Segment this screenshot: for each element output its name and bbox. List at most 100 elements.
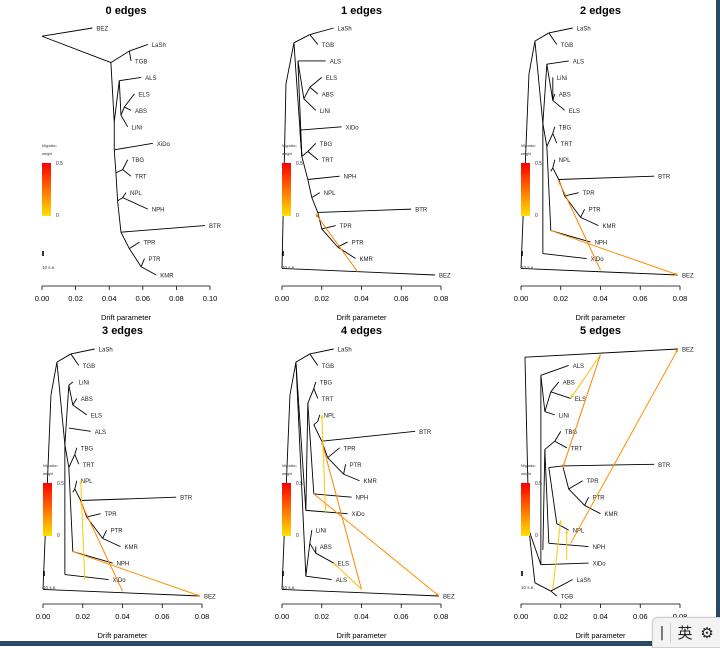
tree-branch: [124, 106, 132, 111]
x-tick-label: 0.08: [673, 612, 688, 621]
x-axis-label: Drift parameter: [336, 313, 387, 322]
x-tick-label: 0.02: [314, 294, 329, 303]
tree-branch: [74, 480, 78, 490]
leaf-label-nph: NPH: [152, 208, 165, 214]
leaf-label-els: ELS: [326, 76, 337, 82]
x-axis-label: Drift parameter: [575, 313, 626, 322]
panel-title: 3 edges: [102, 325, 143, 337]
tree-branch: [113, 80, 120, 122]
tree-branch: [301, 156, 309, 180]
migration-arrowhead: [333, 563, 338, 567]
tree-branch: [317, 414, 321, 422]
tree-branch: [305, 575, 332, 580]
tree-branch: [68, 385, 74, 406]
gear-icon[interactable]: ⚙: [700, 623, 714, 642]
x-tick-label: 0.10: [203, 294, 218, 303]
tree-branch: [285, 42, 295, 85]
tree-branch: [321, 225, 336, 230]
tree-branch: [534, 582, 552, 592]
x-tick-label: 0.00: [514, 294, 529, 303]
leaf-label-btr: BTR: [180, 496, 193, 502]
leaf-label-als: ALS: [95, 430, 106, 436]
migration-arrowhead: [562, 464, 566, 468]
x-tick-label: 0.02: [553, 294, 568, 303]
legend-max-label: 0.5: [296, 161, 303, 167]
leaf-label-xido: XiDo: [591, 257, 605, 263]
migration-arrowhead: [79, 480, 83, 484]
leaf-label-trt: TRT: [322, 158, 334, 164]
scale-bar-label: 10 s.e.: [42, 265, 56, 270]
migration-edge: [570, 348, 679, 544]
tree-branch: [117, 200, 122, 233]
tree-branch: [550, 391, 571, 399]
tree-branch: [321, 228, 338, 248]
tree-branch: [115, 172, 119, 201]
leaf-label-abs: ABS: [322, 92, 334, 98]
scale-bar-label: 10 s.e.: [521, 585, 535, 590]
migration-edge: [552, 520, 562, 590]
leaf-label-kmr: KMR: [364, 479, 378, 485]
tree-branch: [122, 192, 127, 198]
tree-branch: [528, 41, 536, 75]
ime-language-toggle[interactable]: 英: [677, 624, 693, 642]
leaf-label-ptr: PTR: [350, 463, 363, 469]
legend-max-label: 0.5: [296, 481, 303, 487]
leaf-label-ptr: PTR: [352, 241, 365, 247]
tree-branch: [315, 552, 334, 564]
tree-branch: [309, 530, 313, 544]
legend-max-label: 0.5: [535, 161, 542, 167]
legend-max-label: 0.5: [56, 161, 63, 167]
tree-branch: [297, 60, 305, 99]
panel-title: 0 edges: [106, 5, 147, 17]
tree-branch: [542, 64, 548, 124]
x-tick-label: 0.08: [169, 294, 184, 303]
leaf-label-btr: BTR: [658, 463, 671, 469]
leaf-label-tpr: TPR: [105, 512, 118, 518]
leaf-label-tpr: TPR: [587, 479, 600, 485]
tree-branch: [580, 208, 586, 218]
leaf-label-tpr: TPR: [583, 191, 596, 197]
tree-branch: [550, 579, 573, 592]
tree-branch: [70, 353, 80, 366]
tree-branch: [117, 197, 123, 202]
x-axis-label: Drift parameter: [336, 631, 387, 640]
x-tick-label: 0.08: [434, 294, 449, 303]
leaf-label-xido: XiDo: [113, 578, 127, 584]
tree-branch: [552, 159, 556, 169]
tree-branch: [72, 398, 78, 406]
tree-branch: [307, 151, 319, 161]
tree-branch: [295, 353, 311, 363]
tree-branch: [120, 106, 125, 116]
tree-branch: [544, 391, 552, 412]
tree-branch: [520, 267, 679, 276]
migration-edge: [72, 551, 201, 597]
legend-title: Migration: [521, 464, 535, 468]
leaf-label-nph: NPH: [595, 241, 608, 247]
leaf-label-trt: TRT: [561, 142, 573, 148]
migration-arrowhead: [315, 214, 319, 218]
leaf-label-els: ELS: [575, 397, 586, 403]
tree-branch: [568, 488, 585, 506]
leaf-label-els: ELS: [138, 92, 149, 98]
tree-branch: [114, 142, 153, 151]
migration-edge: [321, 414, 327, 514]
leaf-label-lini: LiNi: [557, 76, 567, 82]
ime-cursor-indicator[interactable]: |: [659, 624, 665, 641]
leaf-label-kmr: KMR: [603, 224, 617, 230]
leaf-label-npl: NPL: [130, 191, 142, 197]
leaf-label-xido: XiDo: [346, 125, 360, 131]
leaf-label-als: ALS: [330, 59, 341, 65]
leaf-label-ptr: PTR: [589, 208, 602, 214]
legend-title: Migration: [282, 144, 296, 148]
tree-branch: [548, 32, 558, 45]
migration-edge: [550, 230, 679, 276]
tree-branch: [299, 126, 342, 131]
legend-min-label: 0: [296, 533, 299, 539]
leaf-label-lash: LaSh: [577, 27, 591, 33]
leaf-label-lash: LaSh: [338, 27, 352, 33]
x-tick-label: 0.08: [434, 612, 449, 621]
ime-toolbar[interactable]: | 英 ⚙: [652, 617, 720, 648]
leaf-label-lini: LiNi: [559, 413, 569, 419]
tree-branch: [74, 447, 78, 455]
x-tick-label: 0.02: [553, 612, 568, 621]
